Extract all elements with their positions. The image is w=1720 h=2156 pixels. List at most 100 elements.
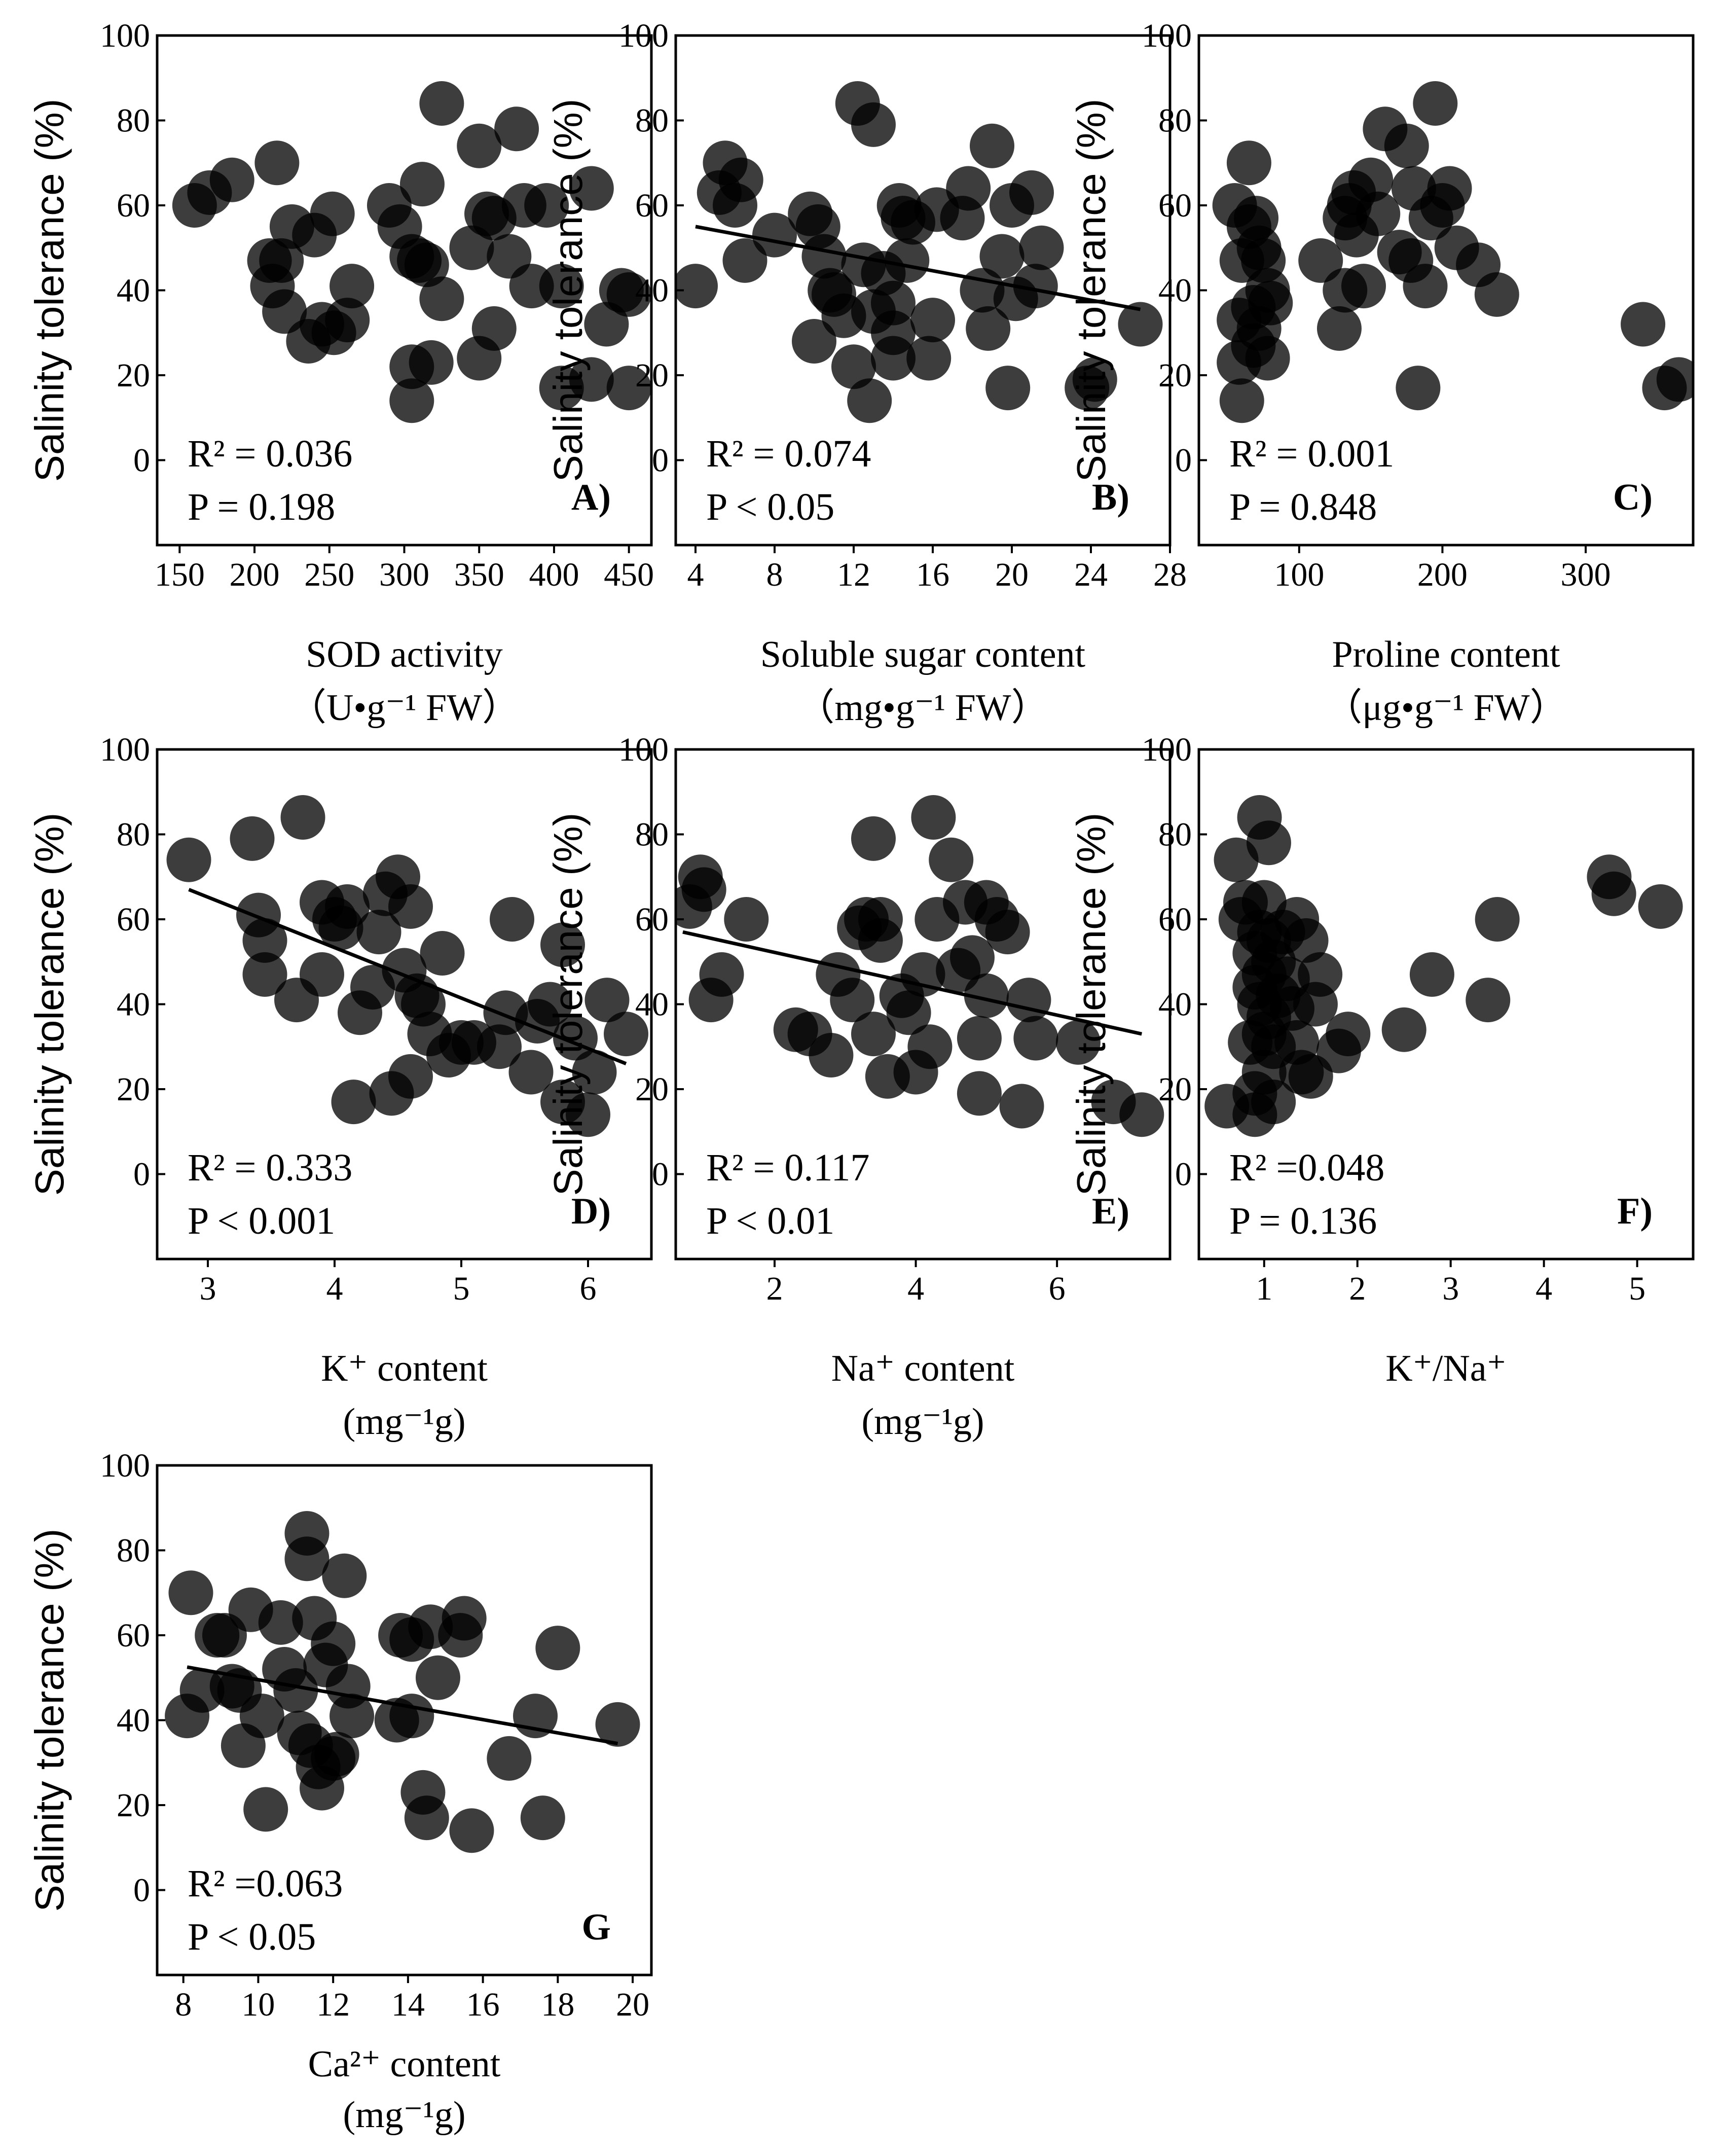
data-point bbox=[584, 978, 630, 1023]
data-point bbox=[1284, 918, 1329, 963]
y-tick-label: 20 bbox=[635, 1071, 669, 1108]
data-point bbox=[1466, 978, 1511, 1023]
data-point bbox=[242, 952, 287, 997]
y-tick-label: 20 bbox=[635, 357, 669, 394]
data-point bbox=[415, 1655, 460, 1700]
x-tick-label: 6 bbox=[1049, 1270, 1066, 1307]
y-tick-label: 60 bbox=[635, 901, 669, 938]
p-value-label: P < 0.01 bbox=[706, 1200, 834, 1242]
y-tick-label: 100 bbox=[100, 1447, 150, 1484]
data-point bbox=[322, 1553, 367, 1598]
x-tick-label: 200 bbox=[230, 556, 280, 593]
x-tick-label: 4 bbox=[326, 1270, 343, 1307]
data-point bbox=[718, 157, 763, 202]
data-point bbox=[606, 272, 651, 317]
data-point bbox=[724, 897, 769, 942]
r-squared-label: R² = 0.117 bbox=[706, 1146, 870, 1189]
y-tick-label: 0 bbox=[133, 1156, 150, 1193]
y-axis-title: Salinity tolerance (%) bbox=[1069, 813, 1114, 1196]
data-point bbox=[419, 276, 464, 321]
data-point bbox=[1396, 366, 1441, 411]
y-tick-label: 20 bbox=[117, 1787, 150, 1824]
x-tick-label: 12 bbox=[316, 1986, 350, 2023]
data-point bbox=[985, 366, 1031, 411]
x-tick-label: 6 bbox=[580, 1270, 597, 1307]
data-point bbox=[801, 234, 847, 279]
x-tick-label: 150 bbox=[155, 556, 205, 593]
data-point bbox=[490, 897, 534, 942]
scatter-points bbox=[1204, 795, 1683, 1137]
data-point bbox=[442, 1596, 487, 1641]
data-point bbox=[310, 191, 355, 236]
data-point bbox=[330, 264, 375, 309]
p-value-label: P < 0.001 bbox=[188, 1200, 335, 1242]
y-tick-label: 100 bbox=[618, 731, 669, 768]
x-tick-label: 12 bbox=[837, 556, 870, 593]
data-point bbox=[830, 978, 875, 1023]
x-axis-title: K⁺/Na⁺ bbox=[1385, 1348, 1506, 1389]
y-axis-title: Salinity tolerance (%) bbox=[27, 99, 72, 482]
data-point bbox=[1348, 157, 1394, 202]
scatter-points bbox=[1212, 81, 1693, 423]
p-value-label: P = 0.136 bbox=[1229, 1200, 1377, 1242]
data-point bbox=[569, 357, 614, 402]
data-point bbox=[540, 922, 585, 967]
scatter-points bbox=[676, 795, 1164, 1137]
data-point bbox=[831, 344, 876, 389]
panel-tag: F) bbox=[1617, 1191, 1653, 1232]
data-point bbox=[242, 918, 287, 963]
data-point bbox=[1251, 1080, 1296, 1125]
data-point bbox=[314, 1732, 359, 1777]
data-point bbox=[209, 157, 254, 202]
data-point bbox=[487, 1736, 532, 1781]
x-tick-label: 300 bbox=[379, 556, 429, 593]
p-value-label: P < 0.05 bbox=[706, 486, 834, 528]
x-tick-label: 14 bbox=[391, 1986, 425, 2023]
r-squared-label: R² = 0.074 bbox=[706, 433, 871, 475]
data-point bbox=[1118, 302, 1163, 347]
panel-tag: C) bbox=[1613, 477, 1653, 518]
p-value-label: P = 0.198 bbox=[188, 486, 335, 528]
data-point bbox=[284, 1511, 330, 1556]
x-tick-label: 24 bbox=[1074, 556, 1108, 593]
y-tick-label: 80 bbox=[117, 816, 150, 853]
data-point bbox=[999, 1084, 1044, 1129]
y-tick-label: 0 bbox=[1175, 442, 1192, 479]
data-point bbox=[886, 990, 931, 1035]
data-point bbox=[520, 1795, 565, 1841]
data-point bbox=[230, 816, 275, 861]
data-point bbox=[508, 1050, 554, 1095]
data-point bbox=[929, 837, 974, 882]
data-point bbox=[449, 1808, 494, 1853]
data-point bbox=[388, 884, 433, 929]
x-tick-label: 16 bbox=[916, 556, 949, 593]
data-point bbox=[258, 1600, 303, 1645]
y-axis-title: Salinity tolerance (%) bbox=[545, 813, 591, 1196]
data-point bbox=[1316, 306, 1362, 351]
panel-tag: A) bbox=[571, 477, 611, 518]
data-point bbox=[957, 1016, 1002, 1061]
data-point bbox=[539, 264, 584, 309]
data-point bbox=[1248, 280, 1293, 326]
data-point bbox=[1381, 1007, 1426, 1052]
data-point bbox=[847, 378, 892, 423]
data-point bbox=[389, 1694, 434, 1739]
data-point bbox=[1226, 140, 1271, 186]
data-point bbox=[572, 1050, 617, 1095]
data-point bbox=[566, 1092, 610, 1137]
x-tick-label: 2 bbox=[766, 1270, 783, 1307]
r-squared-label: R² =0.048 bbox=[1229, 1146, 1384, 1189]
data-point bbox=[1341, 264, 1386, 309]
panel-c-proline: 0 20 40 60 80 100 100 200 300 Salinity tolerance … bbox=[1069, 17, 1695, 729]
data-point bbox=[606, 366, 651, 411]
x-tick-label: 28 bbox=[1153, 556, 1187, 593]
y-tick-label: 0 bbox=[652, 442, 669, 479]
x-tick-label: 4 bbox=[1535, 1270, 1552, 1307]
data-point bbox=[1219, 378, 1264, 423]
p-value-label: P < 0.05 bbox=[188, 1916, 316, 1958]
data-point bbox=[1384, 123, 1429, 168]
data-point bbox=[1013, 264, 1058, 309]
x-tick-label: 3 bbox=[1442, 1270, 1459, 1307]
data-point bbox=[1013, 1016, 1058, 1061]
x-tick-label: 5 bbox=[453, 1270, 470, 1307]
